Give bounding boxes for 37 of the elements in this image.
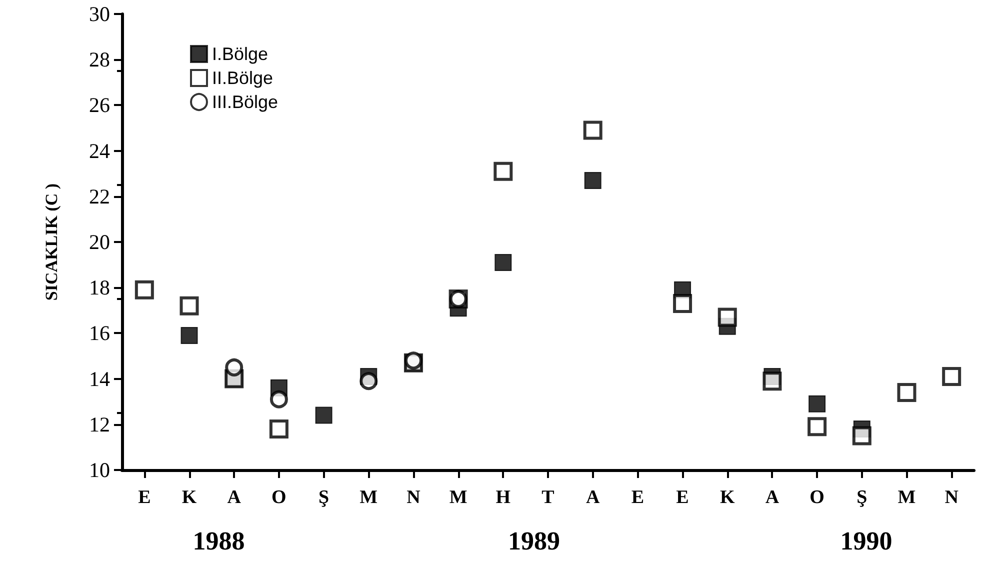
x-tick-label: O — [272, 487, 286, 508]
x-tick-label: Ş — [318, 487, 330, 508]
x-tick-label: Ş — [856, 487, 868, 508]
text: 1989 — [508, 526, 560, 556]
x-tick-label: E — [676, 487, 689, 508]
y-tick-label: 22 — [89, 184, 110, 208]
y-tick-label: 12 — [89, 412, 110, 436]
x-tick-label: A — [765, 487, 780, 508]
y-tick-label: 24 — [89, 138, 110, 163]
y-tick-label: 16 — [89, 321, 110, 346]
x-tick-label: A — [227, 487, 242, 508]
x-tick-label: E — [631, 487, 644, 508]
x-tick-label: K — [182, 487, 197, 508]
x-tick-label: K — [720, 487, 735, 508]
x-tick-label: H — [496, 487, 511, 508]
text: 1988 — [192, 526, 245, 556]
y-tick-label: 28 — [89, 48, 110, 72]
x-tick-label: M — [449, 487, 468, 508]
y-axis-title: SICAKLIK (C ) — [42, 183, 61, 301]
y-tick-label: 26 — [89, 93, 110, 118]
x-tick-label: N — [944, 487, 959, 508]
x-tick-label: O — [810, 487, 824, 508]
legend-label: II.Bölge — [212, 68, 274, 88]
text: 1990 — [840, 526, 892, 556]
y-tick-label: 14 — [89, 366, 110, 391]
y-tick-label: 20 — [89, 230, 110, 254]
x-tick-label: N — [406, 487, 421, 508]
x-tick-label: E — [138, 487, 151, 508]
x-tick-label: T — [542, 487, 555, 508]
legend-label: I.Bölge — [212, 44, 268, 64]
x-tick-label: A — [586, 487, 600, 508]
x-tick-label: M — [360, 487, 378, 508]
legend-label: III.Bölge — [212, 92, 278, 112]
y-tick-label: 18 — [89, 276, 110, 300]
y-tick-label: 30 — [89, 2, 110, 26]
y-tick-label: 10 — [89, 458, 110, 482]
x-tick-label: M — [898, 487, 916, 508]
